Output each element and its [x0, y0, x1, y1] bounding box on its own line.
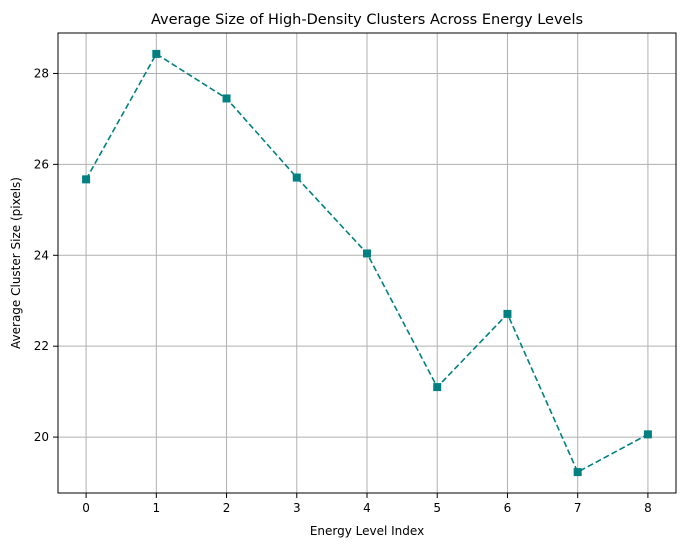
x-tick-label: 8 [644, 501, 652, 515]
axis-ticks: 0 1 2 3 4 5 6 7 8 20 22 24 26 28 [34, 66, 652, 515]
series-layer [82, 49, 652, 477]
data-point [152, 49, 161, 58]
y-tick-label: 20 [34, 430, 49, 444]
x-tick-label: 5 [433, 501, 441, 515]
grid-lines [58, 33, 676, 493]
data-point [643, 430, 652, 439]
x-tick-label: 6 [504, 501, 512, 515]
x-tick-label: 3 [293, 501, 301, 515]
y-tick-label: 26 [34, 157, 49, 171]
data-point [363, 249, 371, 258]
x-tick-label: 2 [223, 501, 231, 515]
data-point [503, 309, 512, 318]
y-tick-label: 22 [34, 339, 49, 353]
data-point [573, 468, 582, 477]
x-axis-label: Energy Level Index [310, 524, 424, 538]
x-tick-label: 4 [363, 501, 371, 515]
chart-title: Average Size of High-Density Clusters Ac… [151, 12, 583, 28]
x-tick-label: 0 [82, 501, 90, 515]
data-point [222, 94, 231, 103]
y-tick-label: 24 [34, 248, 49, 262]
x-tick-label: 7 [574, 501, 582, 515]
data-point [82, 175, 91, 184]
data-point [292, 173, 301, 182]
y-axis-label: Average Cluster Size (pixels) [9, 177, 23, 349]
y-tick-label: 28 [34, 66, 49, 80]
x-tick-label: 1 [152, 501, 160, 515]
data-point [433, 383, 442, 392]
